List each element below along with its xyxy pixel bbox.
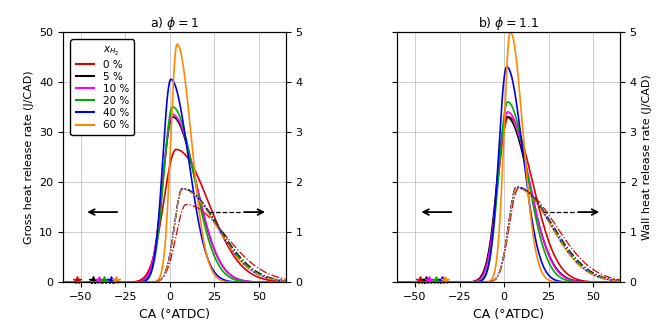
X-axis label: CA (°ATDC): CA (°ATDC)	[139, 308, 210, 321]
Title: a) $\phi = 1$: a) $\phi = 1$	[150, 15, 199, 32]
Title: b) $\phi = 1.1$: b) $\phi = 1.1$	[478, 15, 539, 32]
X-axis label: CA (°ATDC): CA (°ATDC)	[473, 308, 544, 321]
Legend: $x_{H_2}$, 0 %, 5 %, 10 %, 20 %, 40 %, 60 %: $x_{H_2}$, 0 %, 5 %, 10 %, 20 %, 40 %, 6…	[70, 39, 134, 135]
Y-axis label: Gross heat release rate (J/CAD): Gross heat release rate (J/CAD)	[24, 70, 34, 244]
Y-axis label: Wall heat release rate (J/CAD): Wall heat release rate (J/CAD)	[642, 74, 652, 240]
